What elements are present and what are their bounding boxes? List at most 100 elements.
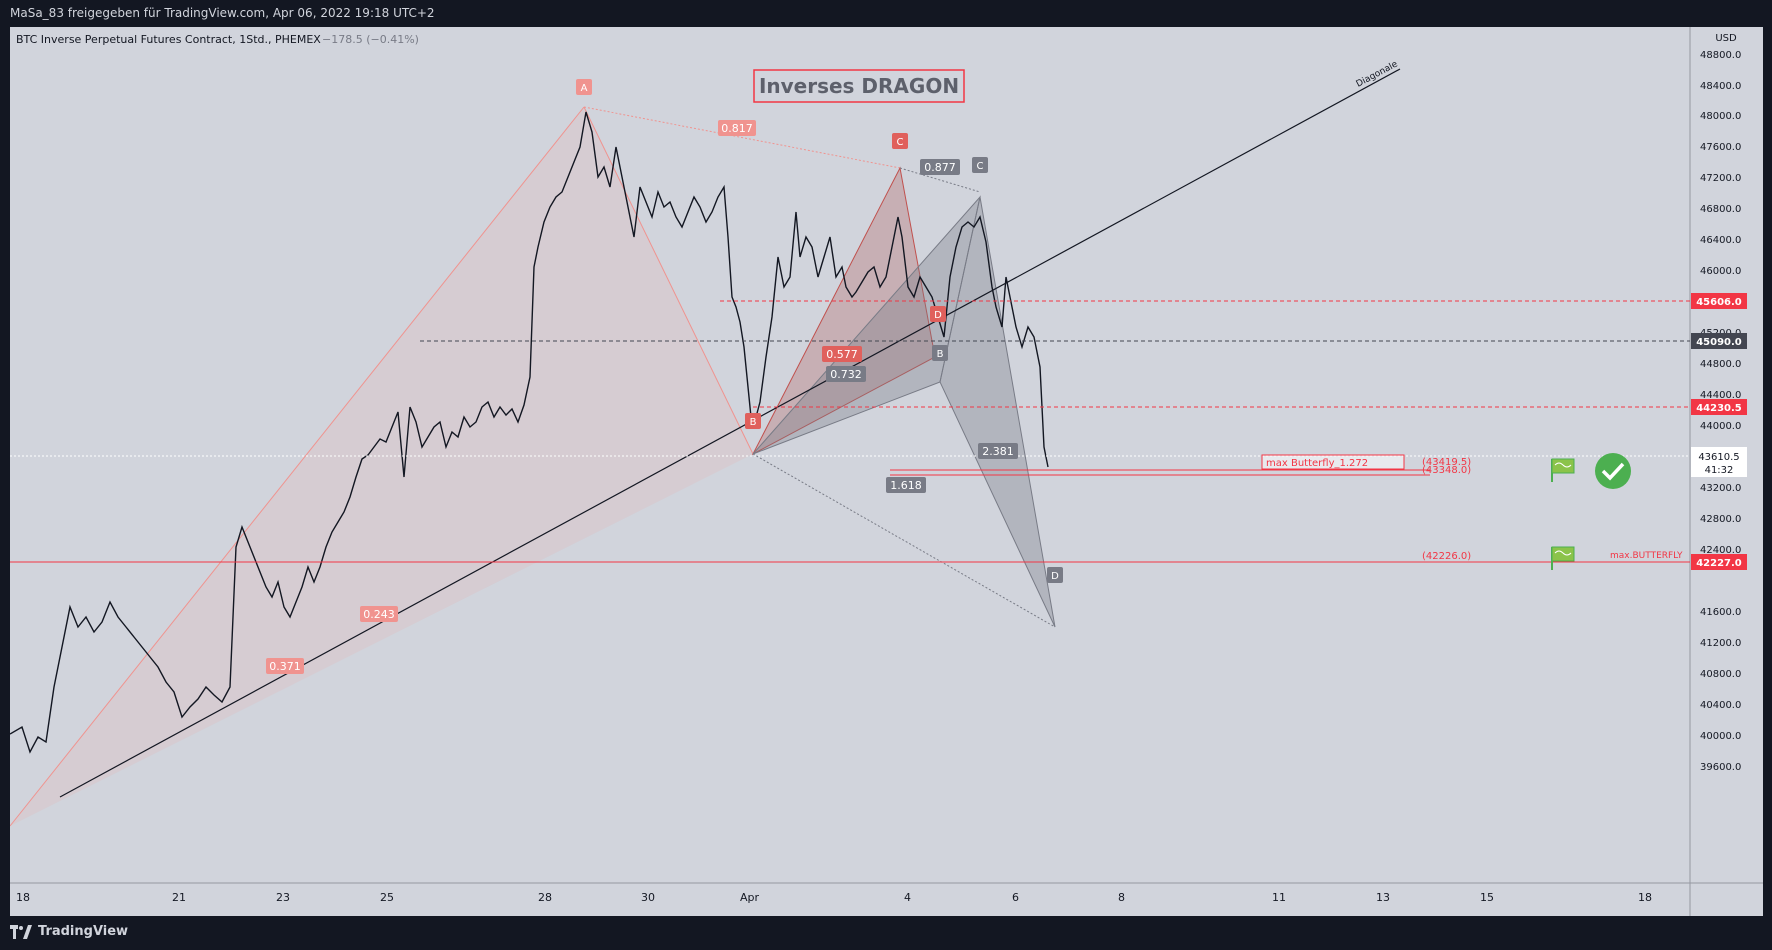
svg-text:44000.0: 44000.0 <box>1700 421 1741 432</box>
ratio-0732: 0.732 <box>826 366 866 382</box>
svg-text:47200.0: 47200.0 <box>1700 173 1741 184</box>
svg-text:43200.0: 43200.0 <box>1700 483 1741 494</box>
check-circle-icon <box>1595 453 1631 489</box>
tradingview-brand: TradingView <box>38 924 129 939</box>
butterfly-box[interactable] <box>1261 454 1405 470</box>
point-label-c-gray: C <box>972 157 988 173</box>
symbol-change: −178.5 (−0.41%) <box>322 33 419 46</box>
point-label-d-red: D <box>930 306 946 322</box>
svg-text:A: A <box>581 83 588 94</box>
level-text-43348: (43348.0) <box>1422 465 1471 476</box>
price-axis[interactable]: USD 48800.0 48400.0 48000.0 47600.0 4720… <box>1691 33 1747 773</box>
svg-text:39600.0: 39600.0 <box>1700 762 1741 773</box>
butterfly-box-text: max Butterfly_1.272 <box>1266 458 1368 469</box>
svg-text:46400.0: 46400.0 <box>1700 235 1741 246</box>
svg-text:40800.0: 40800.0 <box>1700 669 1741 680</box>
level-text-42226: (42226.0) <box>1422 551 1471 562</box>
svg-text:1.618: 1.618 <box>890 479 922 492</box>
price-tag-45606: 45606.0 <box>1691 293 1747 309</box>
svg-text:43610.5: 43610.5 <box>1698 452 1739 463</box>
ratio-0243: 0.243 <box>360 606 398 622</box>
svg-text:40400.0: 40400.0 <box>1700 700 1741 711</box>
share-text: MaSa_83 freigegeben für TradingView.com,… <box>10 6 435 20</box>
ratio-0371: 0.371 <box>266 658 304 674</box>
level-text-43419: (43419.5) <box>1422 457 1471 468</box>
pattern-fill-large <box>10 107 753 826</box>
svg-text:B: B <box>750 417 757 428</box>
svg-text:0.243: 0.243 <box>363 608 395 621</box>
svg-text:46000.0: 46000.0 <box>1700 266 1741 277</box>
last-price-tag: 43610.5 41:32 <box>1691 447 1747 477</box>
svg-text:42227.0: 42227.0 <box>1696 558 1742 569</box>
point-label-c-red: C <box>892 133 908 149</box>
svg-text:42800.0: 42800.0 <box>1700 514 1741 525</box>
footer: TradingView <box>0 916 1772 950</box>
ratio-2381: 2.381 <box>978 443 1018 459</box>
currency-label: USD <box>1715 33 1737 44</box>
tradingview-logo[interactable]: TradingView <box>10 924 128 939</box>
pattern-leg-cc-dotted <box>899 167 981 193</box>
point-label-d-gray: D <box>1047 567 1063 583</box>
svg-text:C: C <box>977 161 984 172</box>
chart-frame[interactable]: Diagonale Inverses DRAGON BTC Inverse Pe… <box>9 27 1763 916</box>
pattern-leg-ac-dotted <box>583 106 901 169</box>
ratio-0817: 0.817 <box>718 120 756 136</box>
symbol-name: BTC Inverse Perpetual Futures Contract, … <box>16 33 321 46</box>
svg-text:42400.0: 42400.0 <box>1700 545 1741 556</box>
svg-text:44400.0: 44400.0 <box>1700 390 1741 401</box>
svg-text:18: 18 <box>16 891 30 904</box>
price-tag-42227: 42227.0 <box>1691 554 1747 570</box>
svg-text:45606.0: 45606.0 <box>1696 297 1742 308</box>
point-label-b-red: B <box>745 413 761 429</box>
svg-text:11: 11 <box>1272 891 1286 904</box>
svg-text:44230.5: 44230.5 <box>1696 403 1742 414</box>
price-tag-44230: 44230.5 <box>1691 399 1747 415</box>
pattern-fill-red <box>751 166 936 456</box>
share-header: MaSa_83 freigegeben für TradingView.com,… <box>0 0 1772 27</box>
svg-text:21: 21 <box>172 891 186 904</box>
title-text: Inverses DRAGON <box>759 74 959 98</box>
svg-text:D: D <box>934 310 942 321</box>
svg-text:41200.0: 41200.0 <box>1700 638 1741 649</box>
time-axis[interactable]: 18 21 23 25 28 30 Apr 4 6 8 11 13 15 18 <box>16 891 1652 904</box>
svg-text:40000.0: 40000.0 <box>1700 731 1741 742</box>
pattern-leg-xa <box>9 106 585 827</box>
point-label-a-red: A <box>576 79 592 95</box>
tradingview-icon <box>10 924 32 939</box>
svg-text:13: 13 <box>1376 891 1390 904</box>
svg-text:0.877: 0.877 <box>924 161 956 174</box>
svg-text:Apr: Apr <box>740 891 760 904</box>
flag-icon <box>1551 546 1575 570</box>
svg-text:48000.0: 48000.0 <box>1700 111 1741 122</box>
svg-text:0.577: 0.577 <box>826 348 858 361</box>
max-butterfly-label: max.BUTTERFLY <box>1610 551 1683 561</box>
title-box[interactable] <box>753 69 965 103</box>
svg-text:44800.0: 44800.0 <box>1700 359 1741 370</box>
svg-text:15: 15 <box>1480 891 1494 904</box>
svg-text:45090.0: 45090.0 <box>1696 337 1742 348</box>
svg-text:8: 8 <box>1118 891 1125 904</box>
svg-text:0.371: 0.371 <box>269 660 301 673</box>
svg-text:30: 30 <box>641 891 655 904</box>
svg-text:D: D <box>1051 571 1059 582</box>
svg-text:6: 6 <box>1012 891 1019 904</box>
svg-text:48800.0: 48800.0 <box>1700 50 1741 61</box>
svg-text:41600.0: 41600.0 <box>1700 607 1741 618</box>
svg-text:18: 18 <box>1638 891 1652 904</box>
svg-text:0.817: 0.817 <box>721 122 753 135</box>
svg-text:48400.0: 48400.0 <box>1700 81 1741 92</box>
chart-canvas[interactable]: Diagonale Inverses DRAGON BTC Inverse Pe… <box>9 27 1763 916</box>
svg-text:0.732: 0.732 <box>830 368 862 381</box>
svg-text:25: 25 <box>380 891 394 904</box>
svg-text:41:32: 41:32 <box>1705 465 1734 476</box>
svg-text:46800.0: 46800.0 <box>1700 204 1741 215</box>
diagonal-trendline[interactable] <box>59 68 1401 798</box>
svg-text:4: 4 <box>904 891 911 904</box>
price-series <box>9 111 1049 754</box>
pattern-fill-gray-2 <box>939 196 1056 628</box>
ratio-0577: 0.577 <box>822 346 862 362</box>
svg-text:2.381: 2.381 <box>982 445 1014 458</box>
svg-text:B: B <box>937 349 944 360</box>
ratio-1618: 1.618 <box>886 477 926 493</box>
svg-text:C: C <box>897 137 904 148</box>
